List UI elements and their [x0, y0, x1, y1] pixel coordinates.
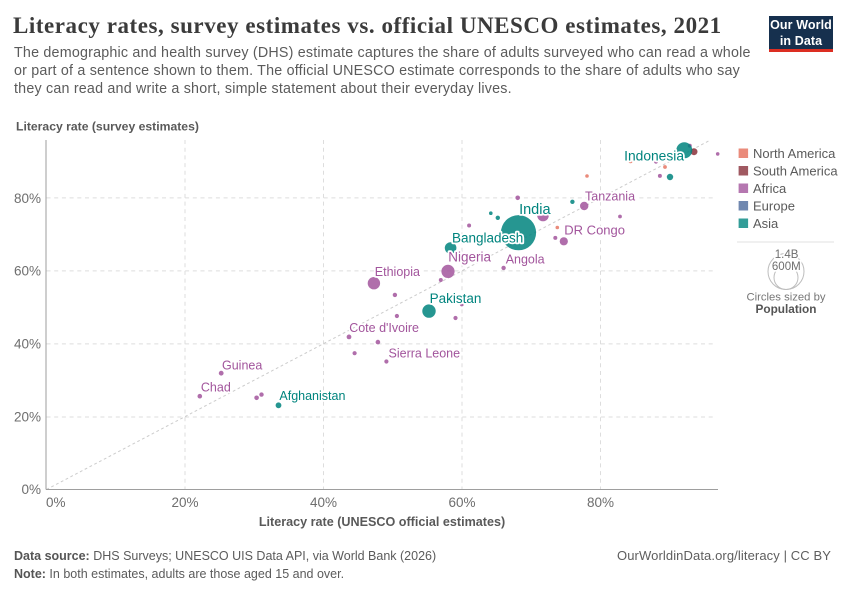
svg-text:Population: Population [756, 302, 817, 316]
svg-text:60%: 60% [448, 495, 475, 510]
svg-text:20%: 20% [171, 495, 198, 510]
svg-text:20%: 20% [14, 409, 41, 424]
svg-text:DR Congo: DR Congo [564, 223, 625, 238]
svg-text:80%: 80% [14, 191, 41, 206]
svg-text:1.4B: 1.4B [775, 249, 799, 261]
svg-text:600M: 600M [772, 261, 801, 273]
svg-text:Angola: Angola [506, 253, 545, 267]
svg-text:Sierra Leone: Sierra Leone [389, 347, 461, 361]
svg-text:Indonesia: Indonesia [624, 149, 684, 164]
svg-text:Chad: Chad [201, 381, 231, 395]
svg-text:South America: South America [753, 164, 838, 179]
svg-text:0%: 0% [21, 482, 41, 497]
svg-text:India: India [519, 202, 551, 218]
svg-text:Circles sized by: Circles sized by [746, 292, 825, 304]
svg-text:80%: 80% [587, 495, 614, 510]
svg-text:Ethiopia: Ethiopia [375, 265, 420, 279]
svg-text:0%: 0% [46, 495, 66, 510]
svg-text:Pakistan: Pakistan [430, 291, 482, 306]
svg-text:Asia: Asia [753, 216, 779, 231]
svg-text:Guinea: Guinea [222, 359, 262, 373]
svg-text:Afghanistan: Afghanistan [279, 389, 345, 403]
svg-text:Nigeria: Nigeria [448, 250, 491, 265]
svg-text:Literacy rate (survey estimate: Literacy rate (survey estimates) [16, 120, 199, 134]
svg-text:60%: 60% [14, 264, 41, 279]
svg-text:Africa: Africa [753, 181, 787, 196]
svg-text:40%: 40% [14, 337, 41, 352]
svg-text:Europe: Europe [753, 199, 795, 214]
svg-text:Literacy rate (UNESCO official: Literacy rate (UNESCO official estimates… [259, 515, 505, 529]
svg-text:North America: North America [753, 146, 836, 161]
svg-text:Bangladesh: Bangladesh [452, 231, 523, 246]
svg-text:Cote d'Ivoire: Cote d'Ivoire [349, 321, 419, 335]
svg-text:Tanzania: Tanzania [585, 190, 635, 204]
svg-text:40%: 40% [310, 495, 337, 510]
